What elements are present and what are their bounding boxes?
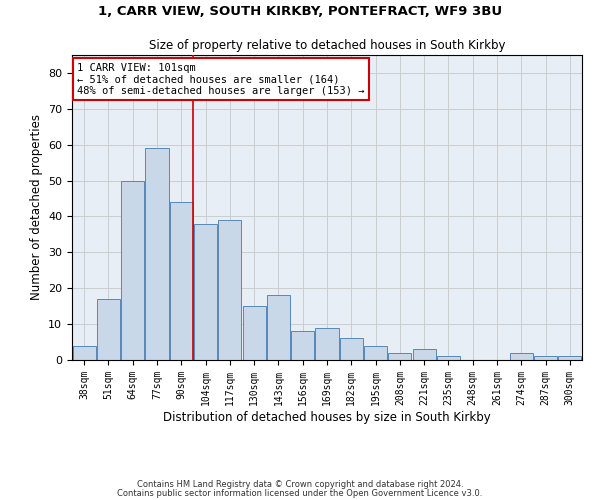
Bar <box>413 349 436 360</box>
Bar <box>316 328 338 360</box>
Bar <box>364 346 387 360</box>
Y-axis label: Number of detached properties: Number of detached properties <box>29 114 43 300</box>
Text: 1, CARR VIEW, SOUTH KIRKBY, PONTEFRACT, WF9 3BU: 1, CARR VIEW, SOUTH KIRKBY, PONTEFRACT, … <box>98 5 502 18</box>
Bar <box>291 332 314 360</box>
Bar <box>170 202 193 360</box>
Bar <box>97 299 120 360</box>
Text: Contains HM Land Registry data © Crown copyright and database right 2024.: Contains HM Land Registry data © Crown c… <box>137 480 463 489</box>
Bar <box>510 353 533 360</box>
Title: Size of property relative to detached houses in South Kirkby: Size of property relative to detached ho… <box>149 40 505 52</box>
Text: Contains public sector information licensed under the Open Government Licence v3: Contains public sector information licen… <box>118 488 482 498</box>
Bar <box>194 224 217 360</box>
Bar <box>340 338 363 360</box>
X-axis label: Distribution of detached houses by size in South Kirkby: Distribution of detached houses by size … <box>163 410 491 424</box>
Bar <box>267 296 290 360</box>
Text: 1 CARR VIEW: 101sqm
← 51% of detached houses are smaller (164)
48% of semi-detac: 1 CARR VIEW: 101sqm ← 51% of detached ho… <box>77 62 365 96</box>
Bar <box>437 356 460 360</box>
Bar <box>559 356 581 360</box>
Bar <box>388 353 412 360</box>
Bar <box>73 346 95 360</box>
Bar <box>534 356 557 360</box>
Bar <box>242 306 266 360</box>
Bar <box>145 148 169 360</box>
Bar <box>121 180 144 360</box>
Bar <box>218 220 241 360</box>
